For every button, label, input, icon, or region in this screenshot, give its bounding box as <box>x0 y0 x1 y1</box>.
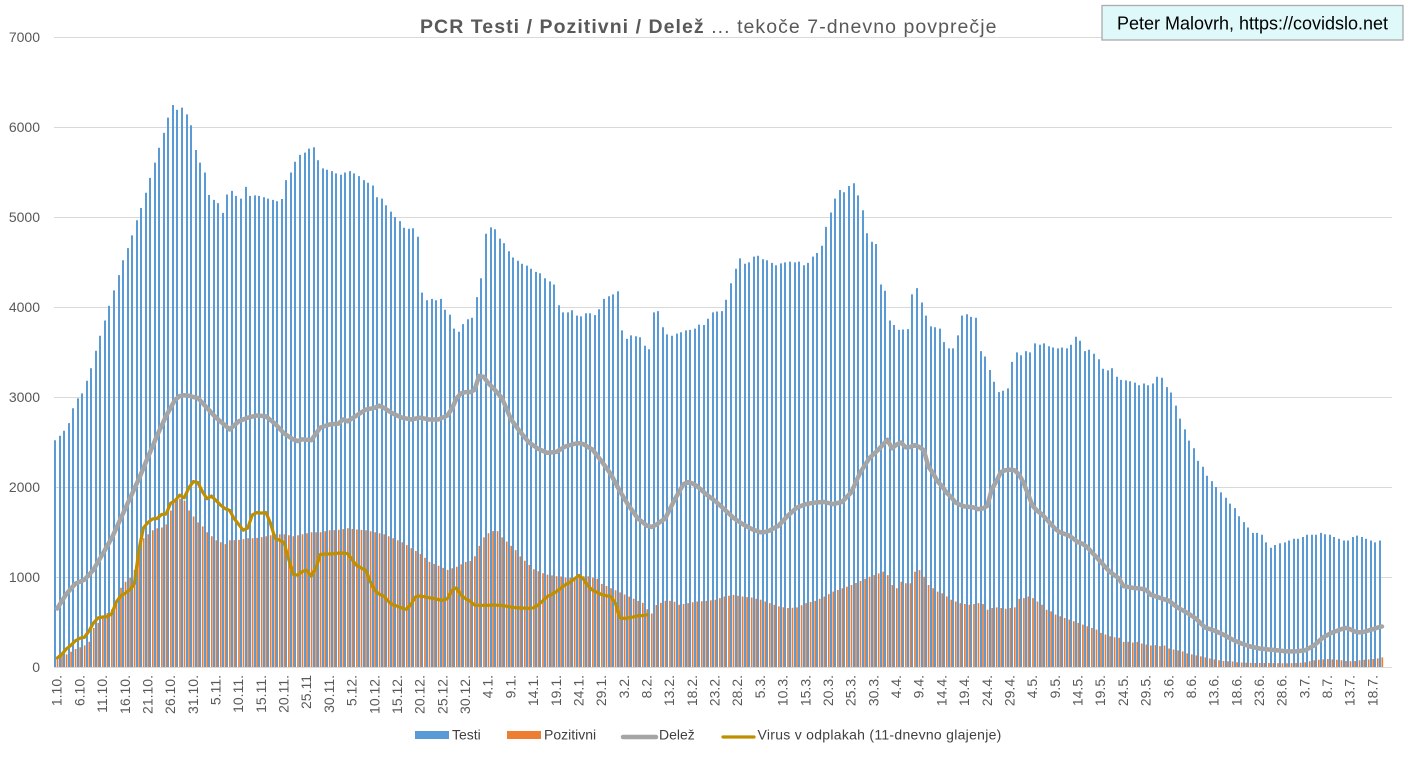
svg-text:6000: 6000 <box>9 119 40 135</box>
svg-text:9.4.: 9.4. <box>911 675 927 698</box>
svg-text:15.11.: 15.11. <box>253 675 269 713</box>
svg-text:14.1.: 14.1. <box>525 675 541 706</box>
svg-text:21.10.: 21.10. <box>139 675 155 714</box>
svg-text:8.7.: 8.7. <box>1319 675 1335 698</box>
svg-text:29.4.: 29.4. <box>1002 675 1018 706</box>
svg-text:1000: 1000 <box>9 569 40 585</box>
svg-text:9.1.: 9.1. <box>502 675 518 698</box>
svg-text:20.3.: 20.3. <box>820 675 836 706</box>
svg-text:4.5.: 4.5. <box>1024 675 1040 698</box>
svg-text:3000: 3000 <box>9 389 40 405</box>
svg-text:25.11: 25.11 <box>298 675 314 709</box>
svg-text:3.6.: 3.6. <box>1160 675 1176 698</box>
svg-text:20.12.: 20.12. <box>412 675 428 714</box>
svg-text:19.1.: 19.1. <box>548 675 564 706</box>
svg-text:6.10.: 6.10. <box>71 675 87 706</box>
svg-text:0: 0 <box>32 659 40 675</box>
svg-text:2000: 2000 <box>9 479 40 495</box>
svg-text:28.2.: 28.2. <box>729 675 745 706</box>
svg-text:13.7.: 13.7. <box>1342 675 1358 706</box>
svg-text:Peter Malovrh, https://covidsl: Peter Malovrh, https://covidslo.net <box>1117 14 1388 34</box>
svg-text:18.6.: 18.6. <box>1228 675 1244 706</box>
svg-text:1.10.: 1.10. <box>49 675 65 706</box>
svg-text:9.5.: 9.5. <box>1047 675 1063 698</box>
svg-text:3.7.: 3.7. <box>1296 675 1312 698</box>
svg-text:25.12.: 25.12. <box>434 675 450 714</box>
svg-text:3.2.: 3.2. <box>616 675 632 698</box>
svg-text:Virus v odplakah (11-dnevno gl: Virus v odplakah (11-dnevno glajenje) <box>758 727 1002 743</box>
svg-text:18.2.: 18.2. <box>684 675 700 706</box>
svg-text:8.6.: 8.6. <box>1183 675 1199 698</box>
svg-text:20.11.: 20.11. <box>276 675 292 713</box>
svg-text:25.3.: 25.3. <box>843 675 859 706</box>
svg-text:23.6.: 23.6. <box>1251 675 1267 706</box>
svg-text:18.7.: 18.7. <box>1364 675 1380 706</box>
svg-text:PCR Testi / Pozitivni / Delež: PCR Testi / Pozitivni / Delež ... tekoče… <box>420 16 997 38</box>
svg-text:14.4.: 14.4. <box>933 675 949 706</box>
svg-text:26.10.: 26.10. <box>162 675 178 714</box>
svg-text:Testi: Testi <box>452 727 481 743</box>
svg-text:29.1.: 29.1. <box>593 675 609 706</box>
svg-text:14.5.: 14.5. <box>1070 675 1086 706</box>
svg-text:30.11.: 30.11. <box>321 675 337 713</box>
svg-text:5.12.: 5.12. <box>344 675 360 706</box>
svg-text:10.12.: 10.12. <box>366 675 382 714</box>
svg-text:23.2.: 23.2. <box>707 675 723 706</box>
svg-text:31.10.: 31.10. <box>185 675 201 714</box>
svg-text:11.10.: 11.10. <box>94 675 110 713</box>
svg-text:16.10.: 16.10. <box>117 675 133 714</box>
svg-text:13.2.: 13.2. <box>661 675 677 706</box>
svg-text:30.3.: 30.3. <box>865 675 881 706</box>
svg-text:19.4.: 19.4. <box>956 675 972 706</box>
svg-text:10.3.: 10.3. <box>775 675 791 706</box>
svg-text:Pozitivni: Pozitivni <box>544 727 596 743</box>
svg-text:4.4.: 4.4. <box>888 675 904 698</box>
svg-text:5.3.: 5.3. <box>752 675 768 698</box>
svg-text:15.12.: 15.12. <box>389 675 405 714</box>
svg-text:Delež: Delež <box>659 727 695 743</box>
svg-text:24.4.: 24.4. <box>979 675 995 706</box>
svg-text:24.5.: 24.5. <box>1115 675 1131 706</box>
svg-text:15.3.: 15.3. <box>797 675 813 706</box>
svg-text:29.5.: 29.5. <box>1138 675 1154 706</box>
svg-text:5000: 5000 <box>9 209 40 225</box>
svg-text:19.5.: 19.5. <box>1092 675 1108 706</box>
svg-text:28.6.: 28.6. <box>1274 675 1290 706</box>
svg-text:5.11.: 5.11. <box>208 675 224 705</box>
svg-text:4.1.: 4.1. <box>480 675 496 698</box>
svg-text:13.6.: 13.6. <box>1206 675 1222 706</box>
svg-text:7000: 7000 <box>9 29 40 45</box>
svg-text:24.1.: 24.1. <box>571 675 587 706</box>
svg-text:10.11.: 10.11. <box>230 675 246 713</box>
svg-text:8.2.: 8.2. <box>639 675 655 698</box>
svg-text:4000: 4000 <box>9 299 40 315</box>
svg-text:30.12.: 30.12. <box>457 675 473 714</box>
